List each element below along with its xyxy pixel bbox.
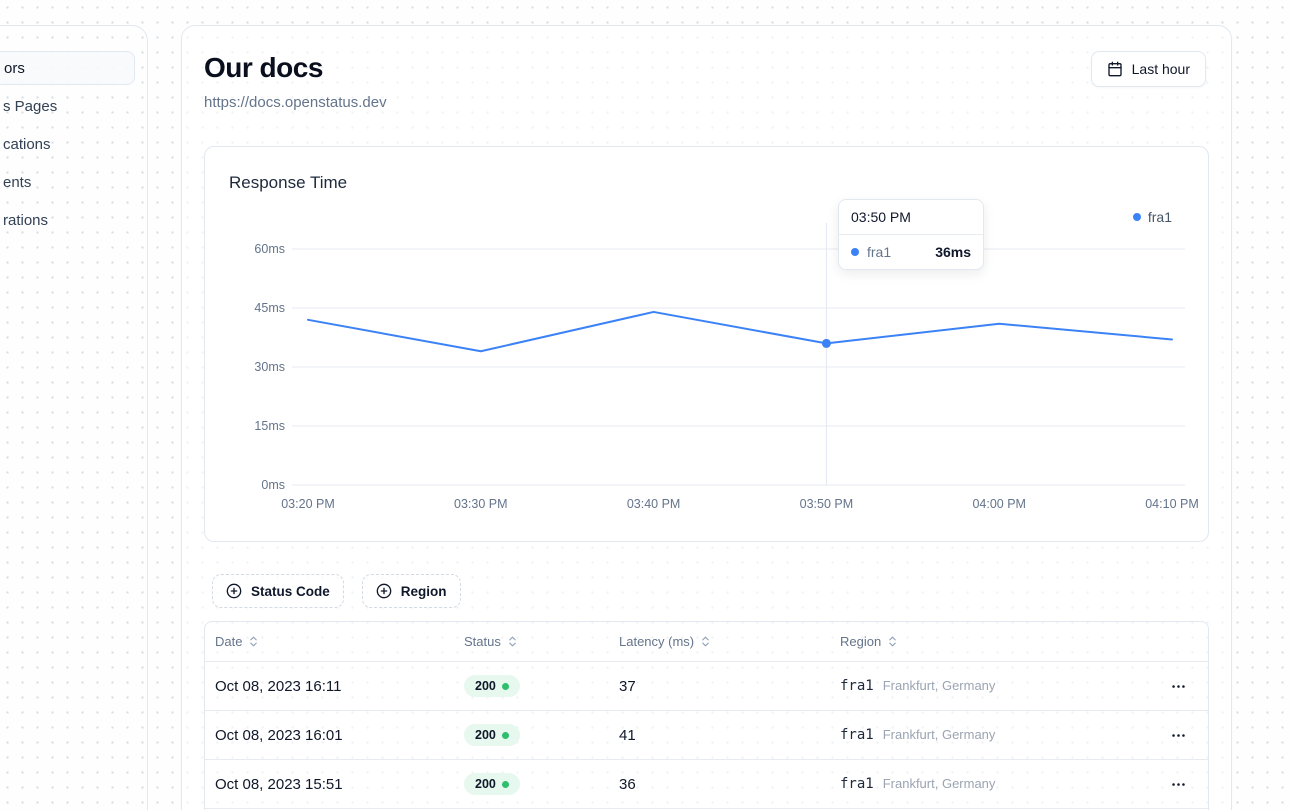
cell-date: Oct 08, 2023 15:51 xyxy=(215,775,343,793)
monitor-url: https://docs.openstatus.dev xyxy=(204,94,387,111)
legend-dot-icon xyxy=(1132,213,1141,221)
plus-circle-icon xyxy=(226,583,242,599)
series-line xyxy=(307,310,1173,353)
column-header-latency-ms[interactable]: Latency (ms) xyxy=(619,634,840,649)
plus-circle-icon xyxy=(376,583,392,599)
region-name: Frankfurt, Germany xyxy=(882,727,996,742)
active-point[interactable] xyxy=(821,338,831,348)
y-axis-tick: 30ms xyxy=(254,360,285,374)
cell-date: Oct 08, 2023 16:11 xyxy=(215,677,342,695)
status-code: 200 xyxy=(475,728,496,742)
chart-legend: fra1 xyxy=(1132,209,1172,225)
column-header-label: Latency (ms) xyxy=(619,634,695,649)
tooltip-series-value: 36ms xyxy=(935,244,971,260)
sort-chevrons-icon xyxy=(247,635,260,648)
cell-latency: 37 xyxy=(619,677,636,695)
x-axis-tick: 03:50 PM xyxy=(800,497,854,511)
region-code: fra1 xyxy=(840,776,874,792)
response-time-chart[interactable]: 0ms 15ms 30ms 45ms 60ms 03:20 PM 03:30 PM 03:40… xyxy=(205,197,1210,527)
results-table: Date Status Latency (ms) Region Oct 08, 2023… xyxy=(204,621,1209,810)
tooltip-series-dot-icon xyxy=(851,248,859,256)
legend-label: fra1 xyxy=(1147,209,1172,225)
y-axis-tick: 45ms xyxy=(254,301,285,315)
x-axis-tick: 03:30 PM xyxy=(454,497,508,511)
cell-latency: 41 xyxy=(619,726,636,744)
y-axis-tick: 15ms xyxy=(254,419,285,433)
status-ok-dot-icon xyxy=(501,780,509,788)
filter-region-label: Region xyxy=(400,583,447,599)
column-header-date[interactable]: Date xyxy=(215,634,464,649)
y-axis-tick: 60ms xyxy=(254,242,285,256)
status-ok-dot-icon xyxy=(501,731,509,739)
page-title: Our docs xyxy=(204,52,323,83)
table-row[interactable]: Oct 08, 2023 15:51 200 36 fra1 Frankfurt, Ge… xyxy=(205,759,1208,808)
cell-latency: 36 xyxy=(619,775,636,793)
column-header-status[interactable]: Status xyxy=(464,634,619,649)
region-name: Frankfurt, Germany xyxy=(882,678,996,693)
sidebar-item-label: ors xyxy=(4,59,25,77)
sort-chevrons-icon xyxy=(886,635,899,648)
table-row-partial xyxy=(205,808,1208,810)
tooltip-series-name: fra1 xyxy=(867,244,892,260)
filter-status-code-button[interactable]: Status Code xyxy=(212,574,344,608)
column-header-label: Region xyxy=(840,634,882,649)
sidebar-item-label: ents xyxy=(3,173,32,191)
column-header-region[interactable]: Region xyxy=(840,634,1152,649)
ellipsis-icon xyxy=(1170,776,1187,793)
sidebar-item-label: rations xyxy=(3,211,49,229)
response-time-card: Response Time fra1 0ms 15ms 30ms 45ms 60ms 03… xyxy=(204,146,1209,542)
filter-region-button[interactable]: Region xyxy=(361,574,461,608)
time-range-label: Last hour xyxy=(1131,61,1190,77)
status-badge: 200 xyxy=(464,675,520,697)
x-axis-tick: 03:20 PM xyxy=(281,497,335,511)
sidebar: ors s Pages cations ents rations xyxy=(0,25,148,810)
sidebar-item[interactable]: cations xyxy=(0,127,135,161)
sidebar-item[interactable]: s Pages xyxy=(0,89,135,123)
ellipsis-icon xyxy=(1170,727,1187,744)
calendar-icon xyxy=(1107,61,1123,77)
sort-chevrons-icon xyxy=(699,635,712,648)
region-code: fra1 xyxy=(840,727,874,743)
table-row[interactable]: Oct 08, 2023 16:11 200 37 fra1 Frankfurt, Ge… xyxy=(205,661,1208,710)
sidebar-item[interactable]: rations xyxy=(0,203,135,237)
table-filters: Status Code Region xyxy=(212,574,461,608)
row-menu-button[interactable] xyxy=(1164,770,1192,798)
table-row[interactable]: Oct 08, 2023 16:01 200 41 fra1 Frankfurt, Ge… xyxy=(205,710,1208,759)
x-axis-tick: 04:10 PM xyxy=(1145,497,1199,511)
tooltip-time: 03:50 PM xyxy=(839,200,983,235)
status-ok-dot-icon xyxy=(501,682,509,690)
sidebar-item[interactable]: ents xyxy=(0,165,135,199)
chart-tooltip: 03:50 PM fra1 36ms xyxy=(838,199,984,270)
status-badge: 200 xyxy=(464,724,520,746)
sidebar-item-label: s Pages xyxy=(3,97,58,115)
row-menu-button[interactable] xyxy=(1164,721,1192,749)
sort-chevrons-icon xyxy=(506,635,519,648)
x-axis-tick: 03:40 PM xyxy=(627,497,681,511)
chart-title: Response Time xyxy=(229,173,348,192)
status-badge: 200 xyxy=(464,773,520,795)
cell-date: Oct 08, 2023 16:01 xyxy=(215,726,343,744)
sidebar-item-label: cations xyxy=(3,135,51,153)
y-axis-tick: 0ms xyxy=(261,478,285,492)
column-header-label: Status xyxy=(464,634,501,649)
ellipsis-icon xyxy=(1170,678,1187,695)
status-code: 200 xyxy=(475,777,496,791)
sidebar-item[interactable]: ors xyxy=(0,51,135,85)
region-code: fra1 xyxy=(840,678,874,694)
time-range-button[interactable]: Last hour xyxy=(1090,51,1206,87)
status-code: 200 xyxy=(475,679,496,693)
column-header-label: Date xyxy=(215,634,243,649)
table-header-row: Date Status Latency (ms) Region xyxy=(205,622,1208,661)
x-axis-tick: 04:00 PM xyxy=(972,497,1026,511)
monitor-detail-card: Our docs https://docs.openstatus.dev Las… xyxy=(181,25,1232,810)
row-menu-button[interactable] xyxy=(1164,672,1192,700)
region-name: Frankfurt, Germany xyxy=(882,776,996,791)
filter-status-code-label: Status Code xyxy=(251,583,330,599)
